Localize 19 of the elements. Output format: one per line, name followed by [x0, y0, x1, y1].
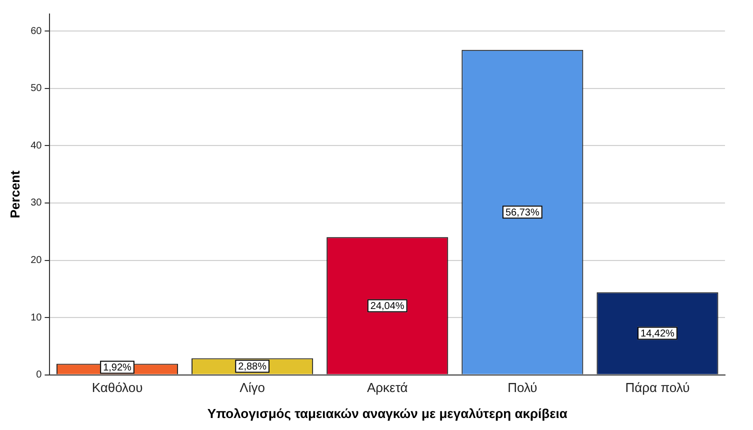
- y-tick-label: 40: [30, 140, 42, 152]
- y-tick-label: 50: [30, 83, 42, 94]
- x-tick-label: Αρκετά: [366, 380, 408, 396]
- x-tick-label: Λίγο: [240, 380, 265, 396]
- data-label: 56,73%: [505, 207, 540, 218]
- y-tick-label: 30: [30, 198, 42, 209]
- x-axis-title: Υπολογισμός ταμειακών αναγκών με μεγαλύτερη ακρίβεια: [207, 406, 568, 421]
- y-axis-title: Percent: [7, 170, 22, 218]
- data-label: 14,42%: [640, 328, 675, 340]
- x-tick-label: Πάρα πολύ: [625, 380, 690, 396]
- data-label: 2,88%: [238, 362, 267, 373]
- data-label: 24,04%: [370, 300, 404, 312]
- y-tick-label: 0: [36, 370, 42, 381]
- y-tick-label: 60: [30, 26, 42, 37]
- y-tick-label: 10: [30, 312, 42, 324]
- x-tick-label: Καθόλου: [92, 380, 143, 396]
- x-tick-label: Πολύ: [508, 380, 538, 396]
- data-label: 1,92%: [103, 362, 132, 374]
- y-tick-label: 20: [30, 255, 42, 266]
